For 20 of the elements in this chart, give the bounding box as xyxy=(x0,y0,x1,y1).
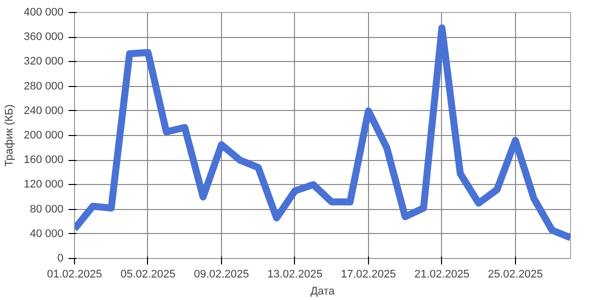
x-axis-title: Дата xyxy=(310,286,336,298)
y-tick-label: 280 000 xyxy=(24,80,64,92)
x-tick-label: 01.02.2025 xyxy=(46,268,102,280)
y-tick-label: 400 000 xyxy=(24,6,64,18)
x-tick-label: 17.02.2025 xyxy=(340,268,396,280)
y-tick-label: 240 000 xyxy=(24,104,64,117)
y-tick-label: 360 000 xyxy=(24,31,64,44)
y-tick-label: 80 000 xyxy=(30,203,64,216)
y-tick-label: 160 000 xyxy=(24,154,64,166)
y-tick-label: 0 xyxy=(57,252,64,264)
x-tick-label: 21.02.2025 xyxy=(414,268,470,280)
y-tick-label: 40 000 xyxy=(30,228,64,240)
x-tick-label: 09.02.2025 xyxy=(194,268,249,280)
y-axis-title: Трафик (КБ) xyxy=(4,104,16,167)
y-tick-label: 200 000 xyxy=(24,130,64,142)
x-tick-label: 05.02.2025 xyxy=(120,268,176,280)
x-tick-label: 13.02.2025 xyxy=(267,268,322,280)
x-tick-label: 25.02.2025 xyxy=(488,268,543,280)
y-tick-label: 320 000 xyxy=(24,56,64,68)
y-tick-label: 120 000 xyxy=(24,178,64,191)
